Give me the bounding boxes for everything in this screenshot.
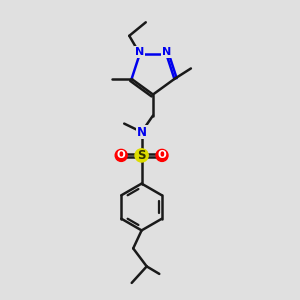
Text: N: N	[135, 47, 144, 57]
Circle shape	[135, 149, 148, 162]
Text: N: N	[162, 47, 171, 57]
Circle shape	[115, 149, 127, 161]
Text: N: N	[136, 125, 147, 139]
Text: O: O	[117, 150, 126, 161]
Text: O: O	[158, 150, 166, 161]
Circle shape	[156, 149, 168, 161]
Text: S: S	[137, 149, 146, 162]
